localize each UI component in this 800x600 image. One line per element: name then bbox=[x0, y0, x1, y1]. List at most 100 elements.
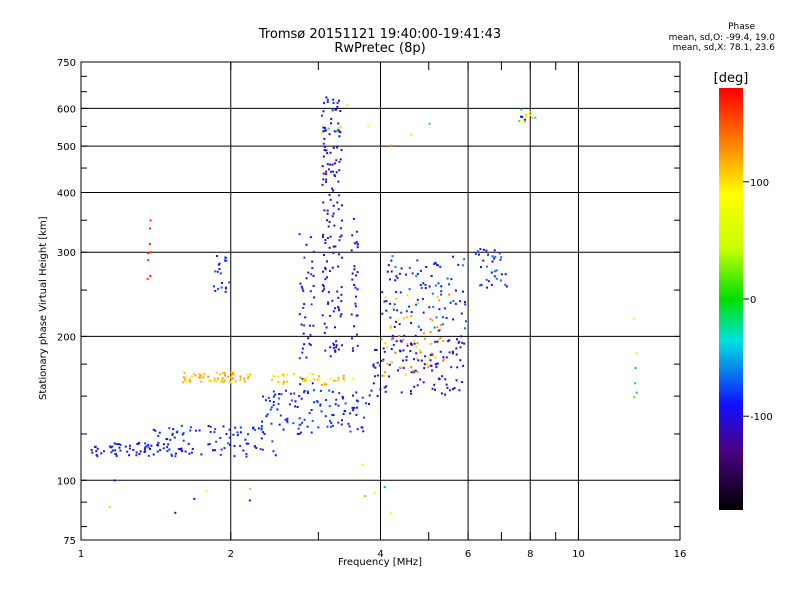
data-point bbox=[336, 290, 339, 293]
data-point bbox=[338, 160, 341, 163]
data-point bbox=[390, 348, 393, 350]
data-point bbox=[327, 302, 330, 305]
data-point bbox=[322, 233, 325, 236]
data-point bbox=[428, 356, 431, 359]
data-point bbox=[180, 447, 183, 450]
data-point bbox=[313, 401, 316, 404]
data-point bbox=[261, 448, 264, 451]
data-point bbox=[633, 396, 636, 399]
data-point bbox=[332, 251, 335, 254]
data-point bbox=[174, 511, 177, 514]
data-point bbox=[373, 491, 376, 494]
data-point bbox=[412, 369, 415, 372]
data-point bbox=[332, 170, 334, 173]
data-point bbox=[322, 126, 325, 129]
data-point bbox=[437, 264, 440, 267]
data-point bbox=[214, 289, 217, 292]
data-point bbox=[477, 250, 480, 253]
data-point bbox=[326, 237, 329, 239]
data-point bbox=[319, 404, 322, 407]
data-point bbox=[439, 350, 442, 353]
data-point bbox=[284, 389, 287, 392]
data-point bbox=[384, 390, 387, 393]
data-point bbox=[379, 388, 382, 391]
data-point bbox=[434, 340, 437, 343]
data-point bbox=[166, 446, 169, 449]
data-point bbox=[383, 350, 386, 353]
data-point bbox=[323, 137, 326, 140]
data-point bbox=[526, 113, 529, 116]
data-point bbox=[424, 283, 427, 286]
data-point bbox=[332, 212, 335, 215]
data-point bbox=[415, 303, 418, 306]
data-point bbox=[400, 340, 403, 343]
data-point bbox=[298, 423, 301, 426]
data-point bbox=[252, 427, 254, 430]
data-point bbox=[249, 373, 252, 376]
data-point bbox=[374, 366, 377, 369]
data-point bbox=[230, 380, 233, 383]
data-point bbox=[340, 293, 343, 296]
data-point bbox=[331, 163, 334, 166]
data-point bbox=[455, 347, 458, 350]
data-point bbox=[308, 372, 311, 375]
data-point bbox=[323, 209, 326, 212]
data-point bbox=[521, 116, 524, 118]
data-point bbox=[232, 377, 234, 380]
data-point bbox=[341, 219, 343, 222]
data-point bbox=[214, 270, 217, 273]
data-point bbox=[387, 264, 390, 267]
data-point bbox=[499, 258, 502, 261]
data-point bbox=[337, 208, 340, 211]
data-point bbox=[434, 284, 437, 287]
data-point bbox=[352, 347, 354, 350]
data-point bbox=[456, 338, 458, 341]
data-point bbox=[209, 379, 212, 382]
data-point bbox=[448, 351, 451, 354]
x-tick-label: 2 bbox=[228, 549, 234, 560]
data-point bbox=[180, 448, 183, 451]
data-point bbox=[430, 275, 433, 277]
data-point bbox=[194, 429, 197, 432]
data-point bbox=[332, 346, 335, 349]
data-point bbox=[451, 352, 454, 355]
data-point bbox=[277, 397, 280, 400]
data-point bbox=[166, 438, 169, 441]
data-point bbox=[329, 355, 332, 358]
data-point bbox=[310, 431, 313, 434]
data-point bbox=[445, 317, 448, 319]
data-point bbox=[351, 234, 354, 237]
data-point bbox=[100, 452, 103, 455]
data-point bbox=[224, 290, 227, 293]
data-point bbox=[346, 104, 349, 107]
data-point bbox=[171, 432, 174, 435]
data-point bbox=[147, 454, 150, 457]
data-point bbox=[373, 375, 376, 378]
data-point bbox=[322, 270, 325, 273]
data-point bbox=[168, 448, 171, 451]
data-point bbox=[213, 377, 216, 380]
data-point bbox=[397, 369, 399, 372]
data-point bbox=[331, 424, 334, 427]
data-point bbox=[349, 412, 352, 415]
colorbar-tick-label: 0 bbox=[750, 295, 756, 306]
data-point bbox=[333, 130, 336, 133]
data-point bbox=[352, 394, 354, 397]
x-axis-label: Frequency [MHz] bbox=[337, 557, 423, 568]
data-point bbox=[309, 344, 312, 346]
data-point bbox=[368, 394, 371, 397]
data-point bbox=[337, 348, 340, 351]
data-point bbox=[339, 131, 342, 134]
data-point bbox=[342, 374, 345, 377]
data-point bbox=[340, 149, 343, 152]
data-point bbox=[152, 428, 155, 431]
data-point bbox=[386, 270, 389, 273]
data-point bbox=[185, 380, 188, 383]
data-point bbox=[338, 194, 341, 197]
data-point bbox=[313, 389, 315, 392]
data-point bbox=[110, 446, 113, 449]
data-point bbox=[487, 253, 490, 256]
data-point bbox=[335, 346, 338, 349]
data-point bbox=[323, 332, 326, 334]
data-point bbox=[398, 323, 401, 326]
